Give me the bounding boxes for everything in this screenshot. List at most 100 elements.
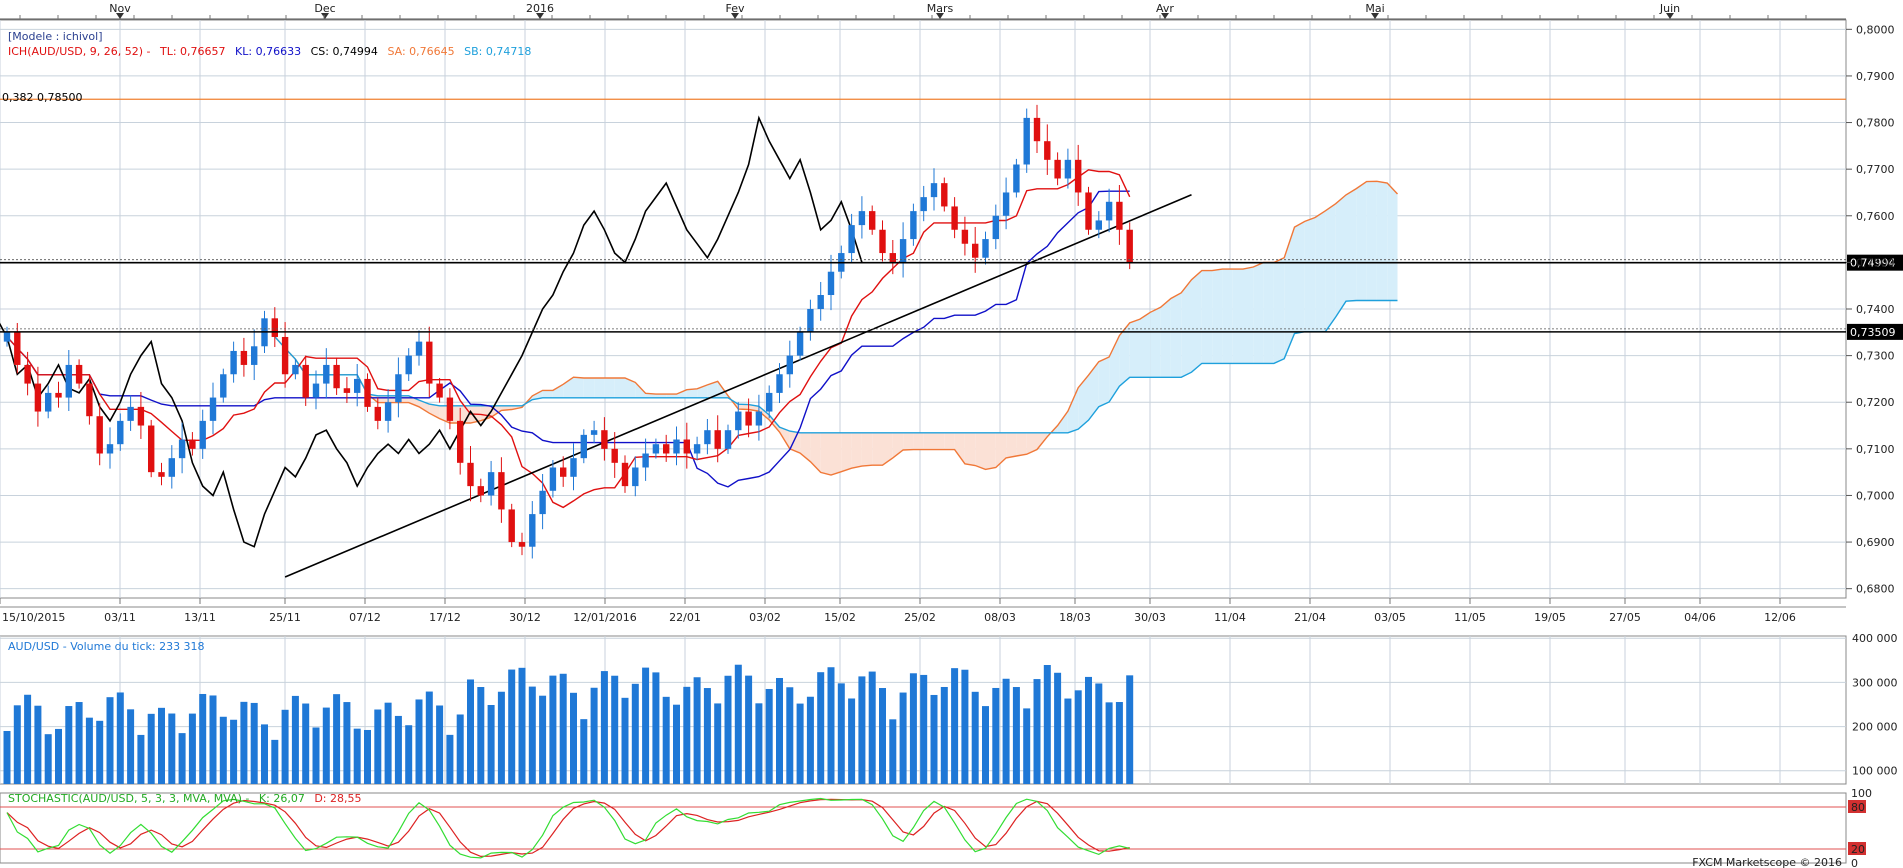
volume-title: AUD/USD - Volume du tick: 233 318 xyxy=(8,640,205,653)
horizontal-levels: 0,74994 0,73509 xyxy=(0,98,1903,340)
level-value: 0,73509 xyxy=(1850,326,1896,339)
volume-bar xyxy=(930,694,938,784)
volume-bar xyxy=(271,739,279,784)
volume-bar xyxy=(570,692,577,784)
cloud-segment xyxy=(1315,210,1326,332)
date-tick-label: 17/12 xyxy=(429,611,461,624)
date-tick-label: 30/12 xyxy=(509,611,541,624)
cloud-segment xyxy=(625,378,636,398)
volume-bar xyxy=(291,695,299,784)
volume-bar xyxy=(44,734,52,784)
volume-bar xyxy=(3,730,11,784)
cloud-segment xyxy=(1057,411,1068,433)
candle-body xyxy=(281,336,289,375)
month-label: Juin xyxy=(1659,2,1680,15)
cloud-segment xyxy=(707,381,718,398)
volume-bar xyxy=(168,713,176,784)
candle-body xyxy=(611,448,618,463)
volume-bar xyxy=(415,699,423,784)
cloud-segment xyxy=(408,395,419,407)
volume-bar xyxy=(487,704,495,784)
candle-body xyxy=(1013,164,1020,193)
price-tick-label: 0,7900 xyxy=(1856,70,1895,83)
cloud-segment xyxy=(1346,188,1357,302)
volume-bar xyxy=(178,733,186,784)
candle-body xyxy=(1033,117,1041,142)
cloud-segment xyxy=(1263,262,1274,364)
date-tick-label: 15/02 xyxy=(824,611,856,624)
volume-bar xyxy=(745,675,753,784)
cloud-segment xyxy=(1376,181,1388,301)
candle-body xyxy=(745,411,752,426)
candle-body xyxy=(117,420,124,445)
cloud-segment xyxy=(1366,181,1377,301)
cloud-segment xyxy=(1026,432,1037,455)
month-marker-icon xyxy=(321,13,329,19)
candle-body xyxy=(3,332,11,342)
volume-tick-label: 400 000 xyxy=(1852,632,1898,645)
candle-body xyxy=(137,406,145,426)
date-axis: 15/10/2015 03/11 13/11 25/11 07/12 17/12 30/12… xyxy=(0,598,1846,624)
cloud-segment xyxy=(480,405,492,421)
date-tick-label: 04/06 xyxy=(1684,611,1716,624)
cloud-segment xyxy=(995,432,1007,468)
volume-tick-label: 300 000 xyxy=(1852,676,1898,689)
volume-bar xyxy=(96,720,104,784)
cloud-segment xyxy=(1284,227,1295,359)
chikou-line xyxy=(0,115,863,548)
candle-body xyxy=(467,462,474,487)
candle-body xyxy=(220,374,227,398)
volume-bar xyxy=(508,669,516,784)
cloud-segment xyxy=(686,388,698,398)
candle-body xyxy=(426,341,433,384)
candle-body xyxy=(951,206,958,230)
volume-bar xyxy=(116,692,124,784)
volume-bar xyxy=(724,675,732,784)
cloud-segment xyxy=(676,389,687,398)
volume-bar xyxy=(456,714,464,784)
month-marker-icon xyxy=(536,13,544,19)
cloud-segment xyxy=(429,404,440,419)
candle-body xyxy=(879,229,886,254)
candle-body xyxy=(1095,220,1102,230)
candle-body xyxy=(127,406,134,421)
candle-body xyxy=(1105,201,1113,221)
volume-bar xyxy=(497,691,505,784)
date-tick-label: 21/04 xyxy=(1294,611,1326,624)
level-badge xyxy=(1847,254,1903,271)
candle-body xyxy=(920,197,927,212)
volume-bar xyxy=(281,709,289,784)
volume-bar xyxy=(446,734,454,784)
candle-body xyxy=(683,439,690,454)
candle-body xyxy=(158,472,165,477)
volume-bar xyxy=(971,691,979,784)
price-tick-label: 0,7100 xyxy=(1856,443,1895,456)
cloud-segment xyxy=(1335,194,1346,318)
volume-axis: 100 000 200 000 300 000 400 000 xyxy=(1852,632,1898,778)
candle-body xyxy=(642,453,649,468)
cloud-segment xyxy=(666,394,677,398)
stochastic-panel xyxy=(0,792,1847,864)
candle-body xyxy=(889,253,896,263)
volume-bar xyxy=(549,675,557,784)
cloud-segment xyxy=(563,377,574,398)
cloud-segment xyxy=(923,432,934,450)
candle-body xyxy=(168,458,175,477)
candle-body xyxy=(292,364,299,375)
month-label: Fev xyxy=(725,2,744,15)
candle-body xyxy=(106,444,114,454)
cloud-segment xyxy=(1170,292,1182,378)
volume-bar xyxy=(137,734,145,784)
senkou-span-b-line xyxy=(274,299,1398,434)
cloud-segment xyxy=(1088,361,1099,421)
cloud-segment xyxy=(1232,269,1243,364)
cloud-segment xyxy=(1253,262,1264,364)
date-tick-label: 19/05 xyxy=(1534,611,1566,624)
candle-body xyxy=(652,444,660,454)
volume-bar xyxy=(436,705,444,784)
volume-bar xyxy=(1126,675,1134,784)
candle-body xyxy=(930,183,938,198)
date-tick-label: 03/02 xyxy=(749,611,781,624)
cloud-segment xyxy=(1016,432,1027,457)
